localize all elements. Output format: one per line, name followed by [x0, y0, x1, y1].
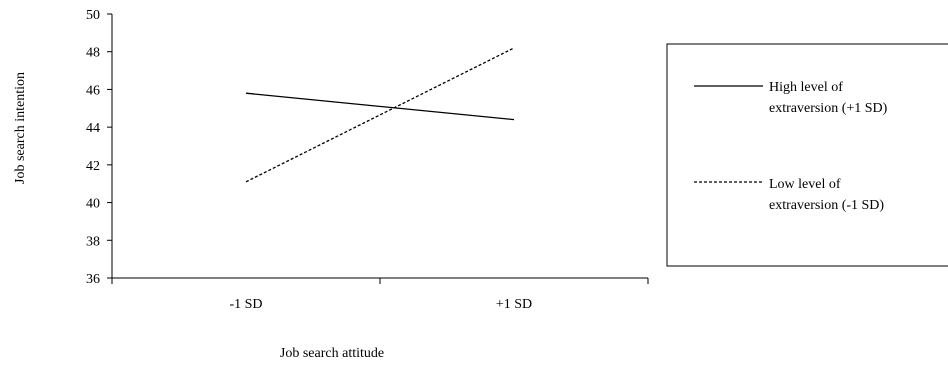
series-lines — [245, 47, 515, 183]
x-axis-title: Job search attitude — [280, 346, 384, 361]
y-tick-label: 40 — [86, 197, 100, 212]
y-axis-ticks: 36 38 40 42 44 46 48 50 — [86, 8, 112, 287]
series-line-low-extraversion — [245, 47, 515, 183]
legend-label-high-extraversion-line1: High level of — [769, 80, 843, 95]
y-tick-label: 50 — [86, 8, 100, 23]
y-tick-label: 46 — [86, 83, 100, 98]
y-tick-label: 44 — [86, 121, 100, 136]
y-tick-label: 38 — [86, 234, 100, 249]
y-tick-label: 42 — [86, 159, 100, 174]
x-tick-label: +1 SD — [496, 297, 532, 312]
series-line-high-extraversion — [245, 92, 515, 121]
plot-area: 36 38 40 42 44 46 48 50 -1 SD +1 SD — [86, 8, 649, 312]
y-axis-title: Job search intention — [13, 72, 28, 184]
legend-label-low-extraversion-line2: extraversion (-1 SD) — [769, 198, 884, 213]
y-tick-label: 36 — [86, 272, 100, 287]
x-axis-ticks: -1 SD +1 SD — [111, 278, 649, 312]
legend-box — [666, 43, 948, 267]
legend: High level of extraversion (+1 SD) Low l… — [666, 43, 948, 267]
legend-label-low-extraversion-line1: Low level of — [769, 177, 841, 192]
legend-label-high-extraversion-line2: extraversion (+1 SD) — [769, 101, 888, 116]
x-tick-label: -1 SD — [229, 297, 262, 312]
y-tick-label: 48 — [86, 46, 100, 61]
